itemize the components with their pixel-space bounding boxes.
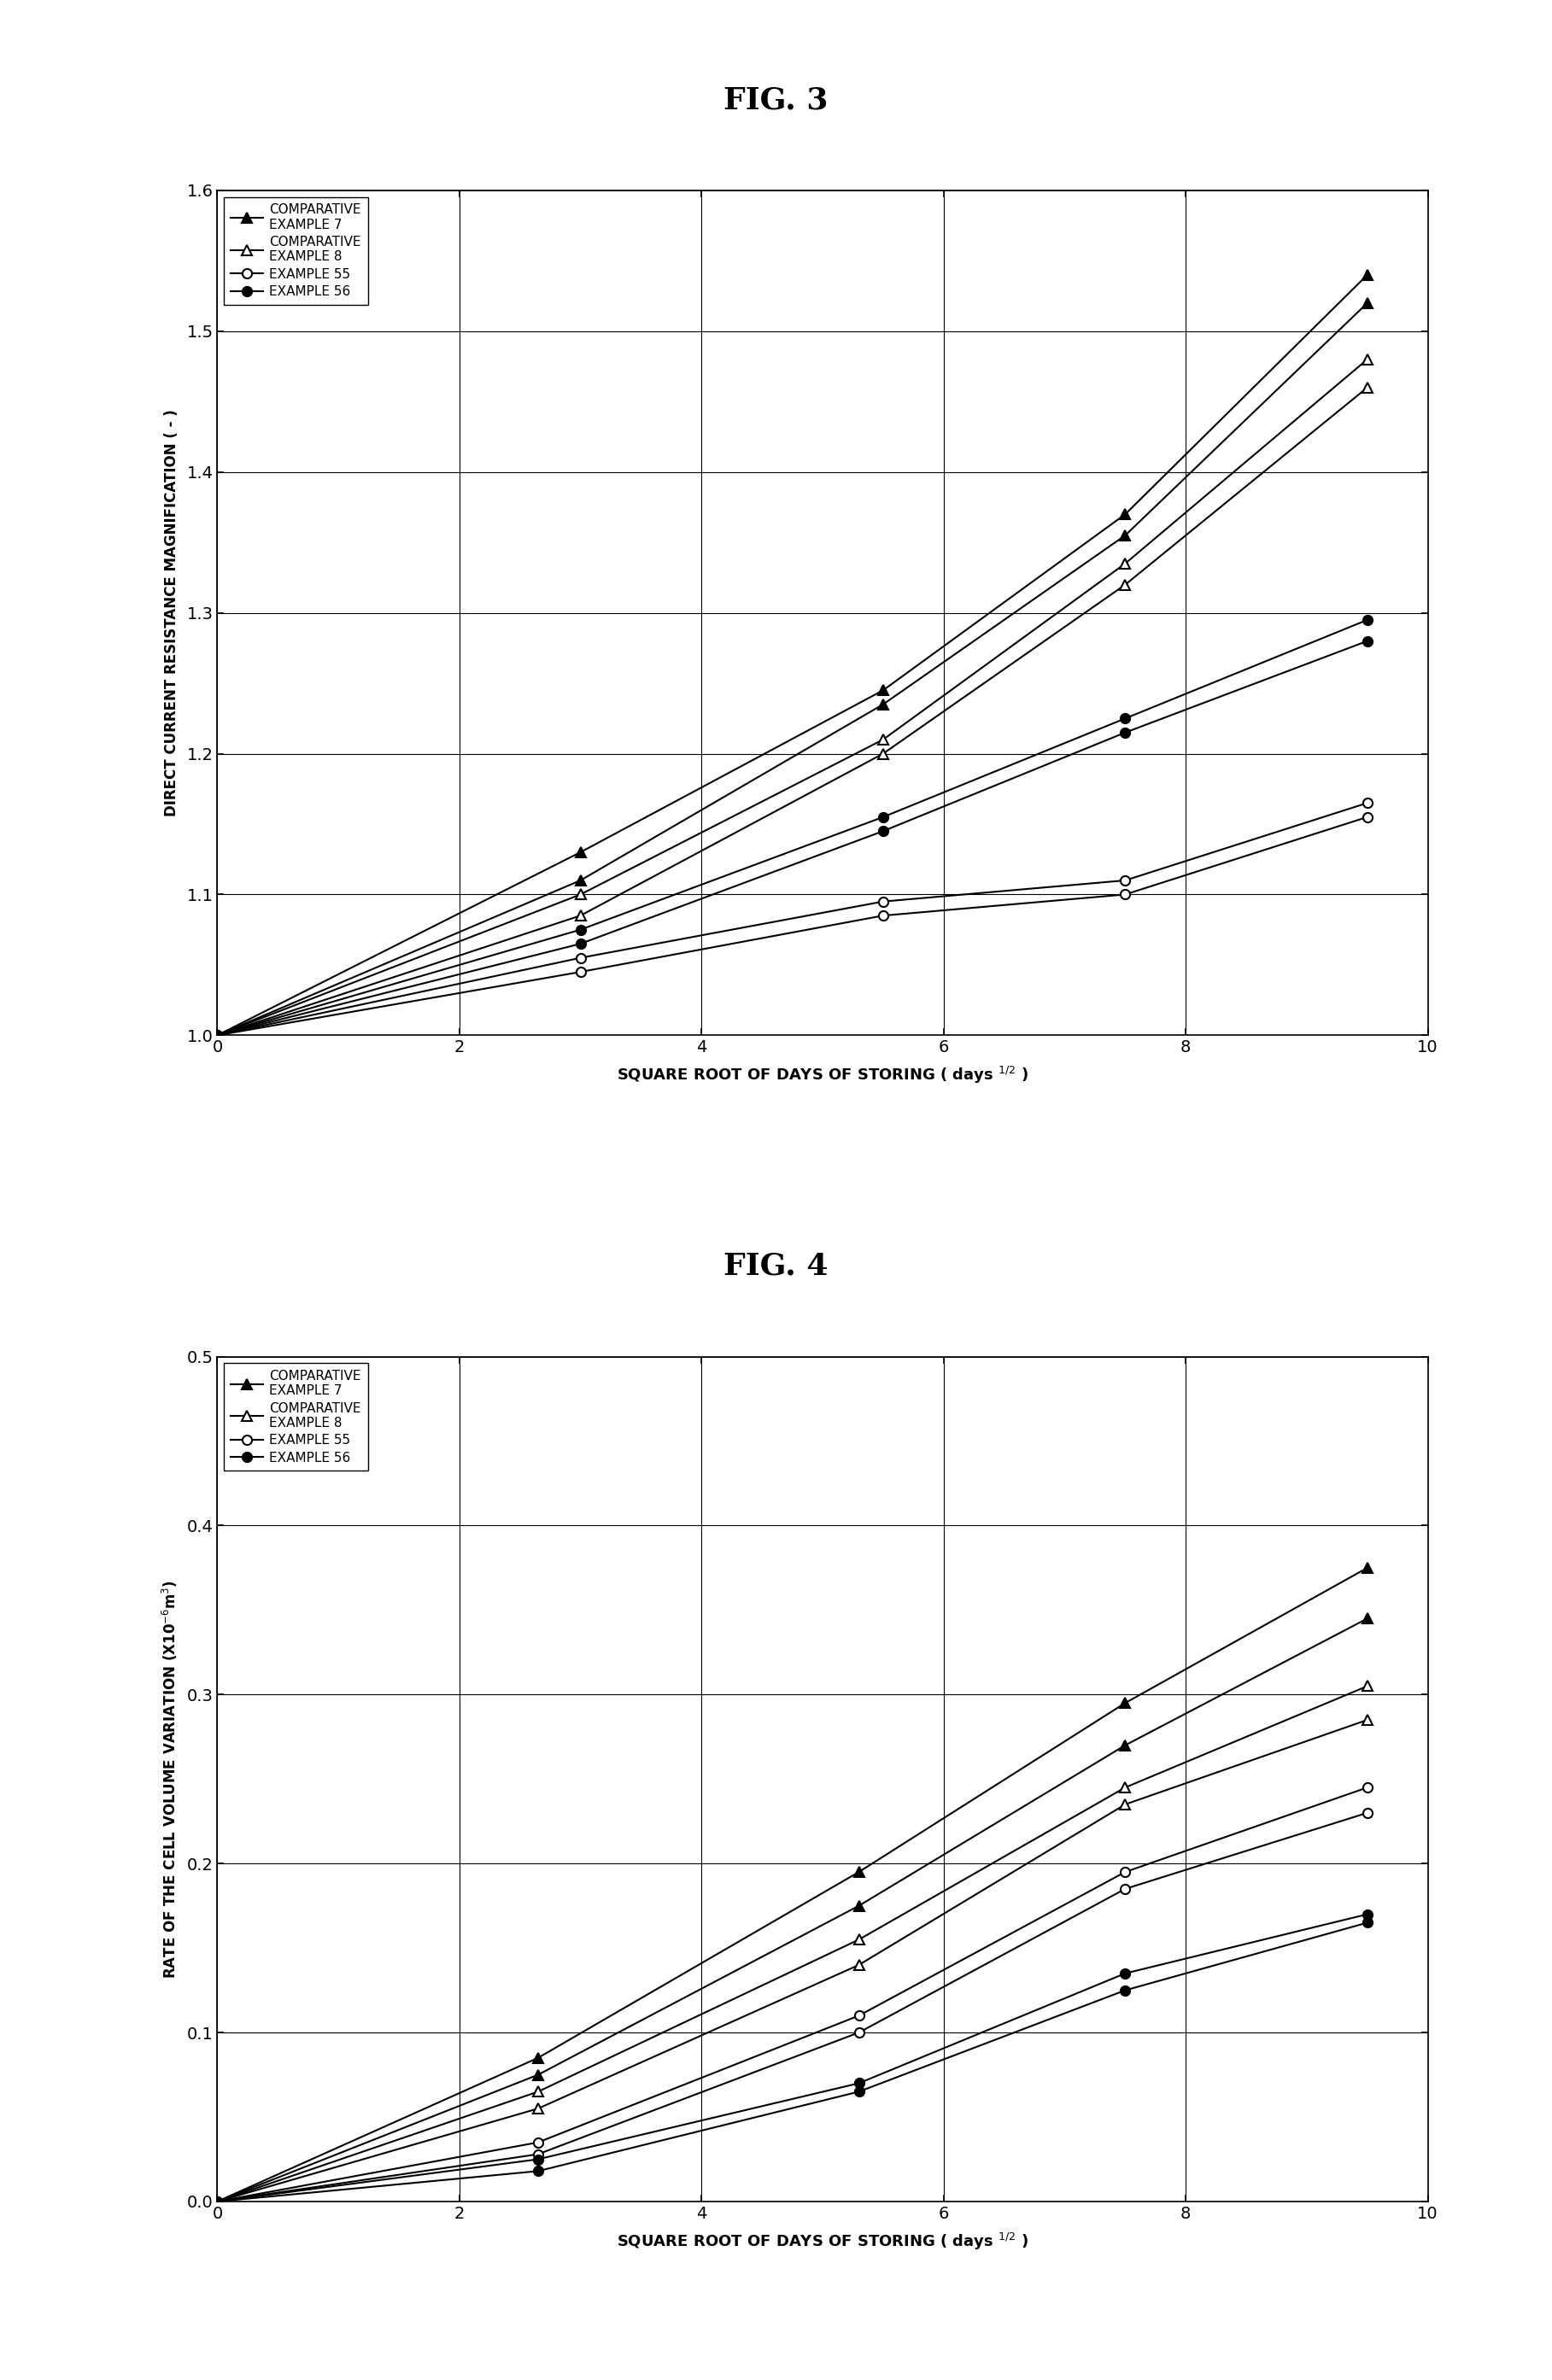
Legend: COMPARATIVE
EXAMPLE 7, COMPARATIVE
EXAMPLE 8, EXAMPLE 55, EXAMPLE 56: COMPARATIVE EXAMPLE 7, COMPARATIVE EXAMP… bbox=[223, 198, 368, 305]
Y-axis label: RATE OF THE CELL VOLUME VARIATION (X10$^{-6}$m$^{3}$): RATE OF THE CELL VOLUME VARIATION (X10$^… bbox=[161, 1580, 180, 1978]
Text: FIG. 4: FIG. 4 bbox=[723, 1252, 829, 1280]
Y-axis label: DIRECT CURRENT RESISTANCE MAGNIFICATION ( - ): DIRECT CURRENT RESISTANCE MAGNIFICATION … bbox=[165, 409, 180, 816]
X-axis label: SQUARE ROOT OF DAYS OF STORING ( days $^{1/2}$ ): SQUARE ROOT OF DAYS OF STORING ( days $^… bbox=[616, 2232, 1029, 2251]
X-axis label: SQUARE ROOT OF DAYS OF STORING ( days $^{1/2}$ ): SQUARE ROOT OF DAYS OF STORING ( days $^… bbox=[616, 1066, 1029, 1085]
Text: FIG. 3: FIG. 3 bbox=[723, 86, 829, 114]
Legend: COMPARATIVE
EXAMPLE 7, COMPARATIVE
EXAMPLE 8, EXAMPLE 55, EXAMPLE 56: COMPARATIVE EXAMPLE 7, COMPARATIVE EXAMP… bbox=[223, 1364, 368, 1471]
